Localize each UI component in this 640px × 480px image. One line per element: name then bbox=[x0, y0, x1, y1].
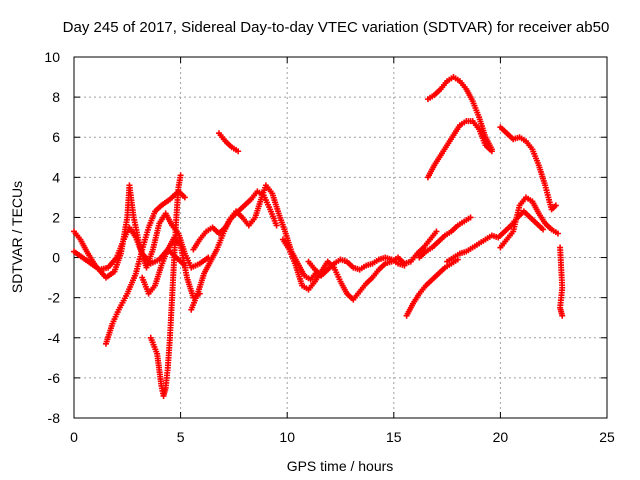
data-point bbox=[273, 222, 280, 229]
data-point bbox=[488, 146, 495, 153]
series-arc-p bbox=[497, 124, 559, 213]
x-tick-label: 0 bbox=[70, 429, 78, 445]
series-arc-j bbox=[305, 254, 408, 279]
series-arc-b bbox=[71, 224, 188, 273]
series-arc-o bbox=[424, 74, 495, 153]
data-point bbox=[554, 230, 561, 237]
y-tick-label: 6 bbox=[52, 129, 60, 145]
y-tick-labels: -8 -6 -4 -2 0 2 4 6 8 10 bbox=[44, 49, 60, 426]
series-arc-m bbox=[444, 208, 547, 265]
data-point bbox=[235, 148, 242, 155]
series-arc-f bbox=[188, 182, 321, 313]
data-point bbox=[540, 226, 547, 233]
x-tick-label: 25 bbox=[599, 429, 615, 445]
y-axis-label: SDTVAR / TECUs bbox=[9, 181, 25, 293]
x-tick-label: 5 bbox=[177, 429, 185, 445]
y-tick-label: 0 bbox=[52, 250, 60, 266]
series-arc-g bbox=[190, 188, 280, 253]
y-tick-label: 8 bbox=[52, 89, 60, 105]
x-tick-labels: 0 5 10 15 20 25 bbox=[70, 429, 615, 445]
x-tick-label: 20 bbox=[493, 429, 509, 445]
data-point bbox=[467, 214, 474, 221]
plot-frame bbox=[73, 56, 608, 419]
series-arc-k bbox=[403, 256, 461, 319]
y-tick-label: 4 bbox=[52, 169, 60, 185]
y-tick-label: -4 bbox=[48, 330, 61, 346]
x-tick-label: 15 bbox=[386, 429, 402, 445]
data-point bbox=[559, 312, 566, 319]
data-point bbox=[433, 228, 440, 235]
series-arc-q bbox=[497, 194, 561, 251]
series-arc-d bbox=[139, 234, 203, 301]
axis-ticks bbox=[73, 56, 608, 419]
y-tick-label: 10 bbox=[44, 49, 60, 65]
y-tick-label: -8 bbox=[48, 410, 61, 426]
y-tick-label: -2 bbox=[48, 290, 61, 306]
y-tick-label: -6 bbox=[48, 370, 61, 386]
data-point bbox=[181, 194, 188, 201]
series-arc-r bbox=[557, 244, 566, 319]
series-arc-e bbox=[147, 172, 184, 399]
series-arc-l bbox=[416, 214, 474, 261]
x-tick-label: 10 bbox=[279, 429, 295, 445]
data-point bbox=[401, 262, 408, 269]
series-arc-n bbox=[424, 118, 495, 181]
series-arc-h bbox=[215, 130, 242, 155]
chart-title: Day 245 of 2017, Sidereal Day-to-day VTE… bbox=[63, 19, 610, 36]
data-points bbox=[71, 74, 566, 399]
series-arc-i bbox=[279, 228, 440, 303]
x-axis-label: GPS time / hours bbox=[287, 458, 394, 474]
data-point bbox=[552, 202, 559, 209]
data-point bbox=[177, 172, 184, 179]
y-tick-label: 2 bbox=[52, 209, 60, 225]
